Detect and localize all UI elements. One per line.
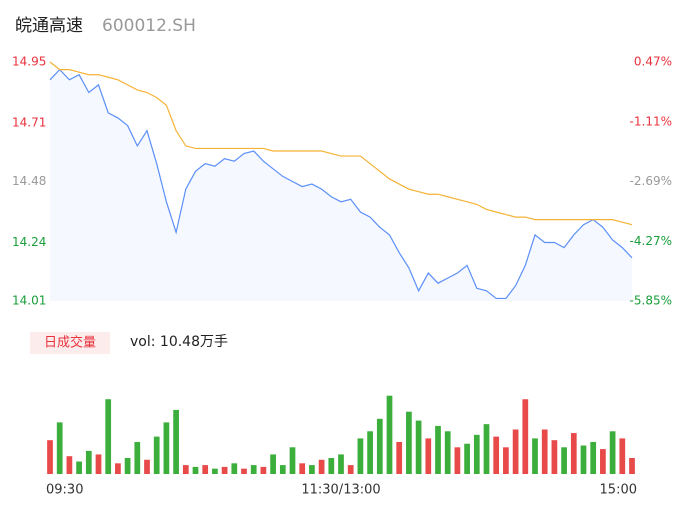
volume-bar <box>561 447 567 474</box>
volume-bar <box>367 431 373 474</box>
volume-bar <box>551 440 558 474</box>
y2-tick-label: -4.27% <box>630 234 672 248</box>
volume-bar <box>47 440 53 474</box>
volume-bar <box>241 468 247 474</box>
volume-bar <box>619 438 626 474</box>
volume-bar <box>570 433 577 474</box>
x-tick-label: 09:30 <box>46 483 83 498</box>
volume-bar <box>406 411 412 474</box>
volume-bar <box>600 449 606 474</box>
volume-bar <box>493 436 500 474</box>
volume-bar <box>66 456 73 474</box>
volume-bar <box>231 463 238 474</box>
volume-bar <box>270 454 276 474</box>
stock-code: 600012.SH <box>102 16 196 36</box>
volume-bar <box>279 465 286 474</box>
volume-bar <box>338 454 344 474</box>
volume-bar <box>376 418 383 474</box>
volume-bar <box>260 466 267 474</box>
volume-bar <box>386 395 393 474</box>
volume-bar <box>454 447 461 474</box>
volume-bar <box>299 463 306 474</box>
volume-bar <box>629 457 635 474</box>
volume-bar <box>144 459 150 474</box>
volume-bar <box>105 399 112 474</box>
y-tick-label: 14.01 <box>12 294 46 308</box>
volume-bar <box>473 434 480 474</box>
volume-bar <box>192 466 199 474</box>
stock-name: 皖通高速 <box>15 16 83 36</box>
y2-tick-label: -2.69% <box>630 174 672 188</box>
volume-bar <box>328 457 335 474</box>
volume-bar <box>289 447 296 474</box>
volume-bar <box>532 438 538 474</box>
y-tick-label: 14.71 <box>12 116 46 130</box>
volume-bar <box>153 436 160 474</box>
volume-bar <box>250 465 257 474</box>
volume-bar <box>182 465 189 474</box>
legend-label: 日成交量 <box>44 335 96 351</box>
volume-bar <box>221 466 228 474</box>
y2-tick-label: -5.85% <box>630 294 672 308</box>
volume-bar <box>590 441 597 474</box>
volume-bar <box>76 461 82 474</box>
volume-bar <box>85 450 92 474</box>
volume-bar <box>580 445 587 474</box>
volume-bar <box>444 431 451 474</box>
y2-tick-label: 0.47% <box>634 55 672 69</box>
volume-bar <box>56 422 63 474</box>
x-tick-label: 11:30/13:00 <box>301 483 380 498</box>
volume-bar <box>212 468 218 474</box>
series-line <box>49 68 633 300</box>
volume-bar <box>347 465 354 474</box>
volume-bar <box>134 441 141 474</box>
volume-bar <box>435 425 441 474</box>
volume-bar <box>415 420 422 474</box>
volume-bar <box>512 429 519 474</box>
volume-bar <box>503 447 509 474</box>
volume-bar <box>318 459 325 474</box>
legend-box <box>30 332 110 354</box>
y-tick-label: 14.24 <box>12 235 46 249</box>
y-tick-label: 14.48 <box>12 174 46 188</box>
y-tick-label: 14.95 <box>12 55 46 69</box>
volume-bar <box>522 399 529 474</box>
x-tick-label: 15:00 <box>600 483 637 498</box>
volume-bar <box>163 422 170 474</box>
volume-bar <box>483 424 490 474</box>
volume-bar <box>115 463 121 474</box>
volume-bar <box>95 454 102 474</box>
volume-bar <box>425 438 432 474</box>
volume-bar <box>202 465 209 474</box>
volume-bar <box>309 465 315 474</box>
y2-tick-label: -1.11% <box>630 114 672 128</box>
volume-bar <box>609 431 616 474</box>
volume-bar <box>541 429 548 474</box>
price-area <box>50 69 632 302</box>
volume-bar <box>464 443 470 474</box>
volume-annotation: vol: 10.48万手 <box>130 334 228 350</box>
series-line <box>49 61 633 226</box>
volume-bar <box>396 441 403 474</box>
volume-bar <box>173 409 179 474</box>
volume-bar <box>124 457 131 474</box>
volume-bar <box>357 438 364 474</box>
